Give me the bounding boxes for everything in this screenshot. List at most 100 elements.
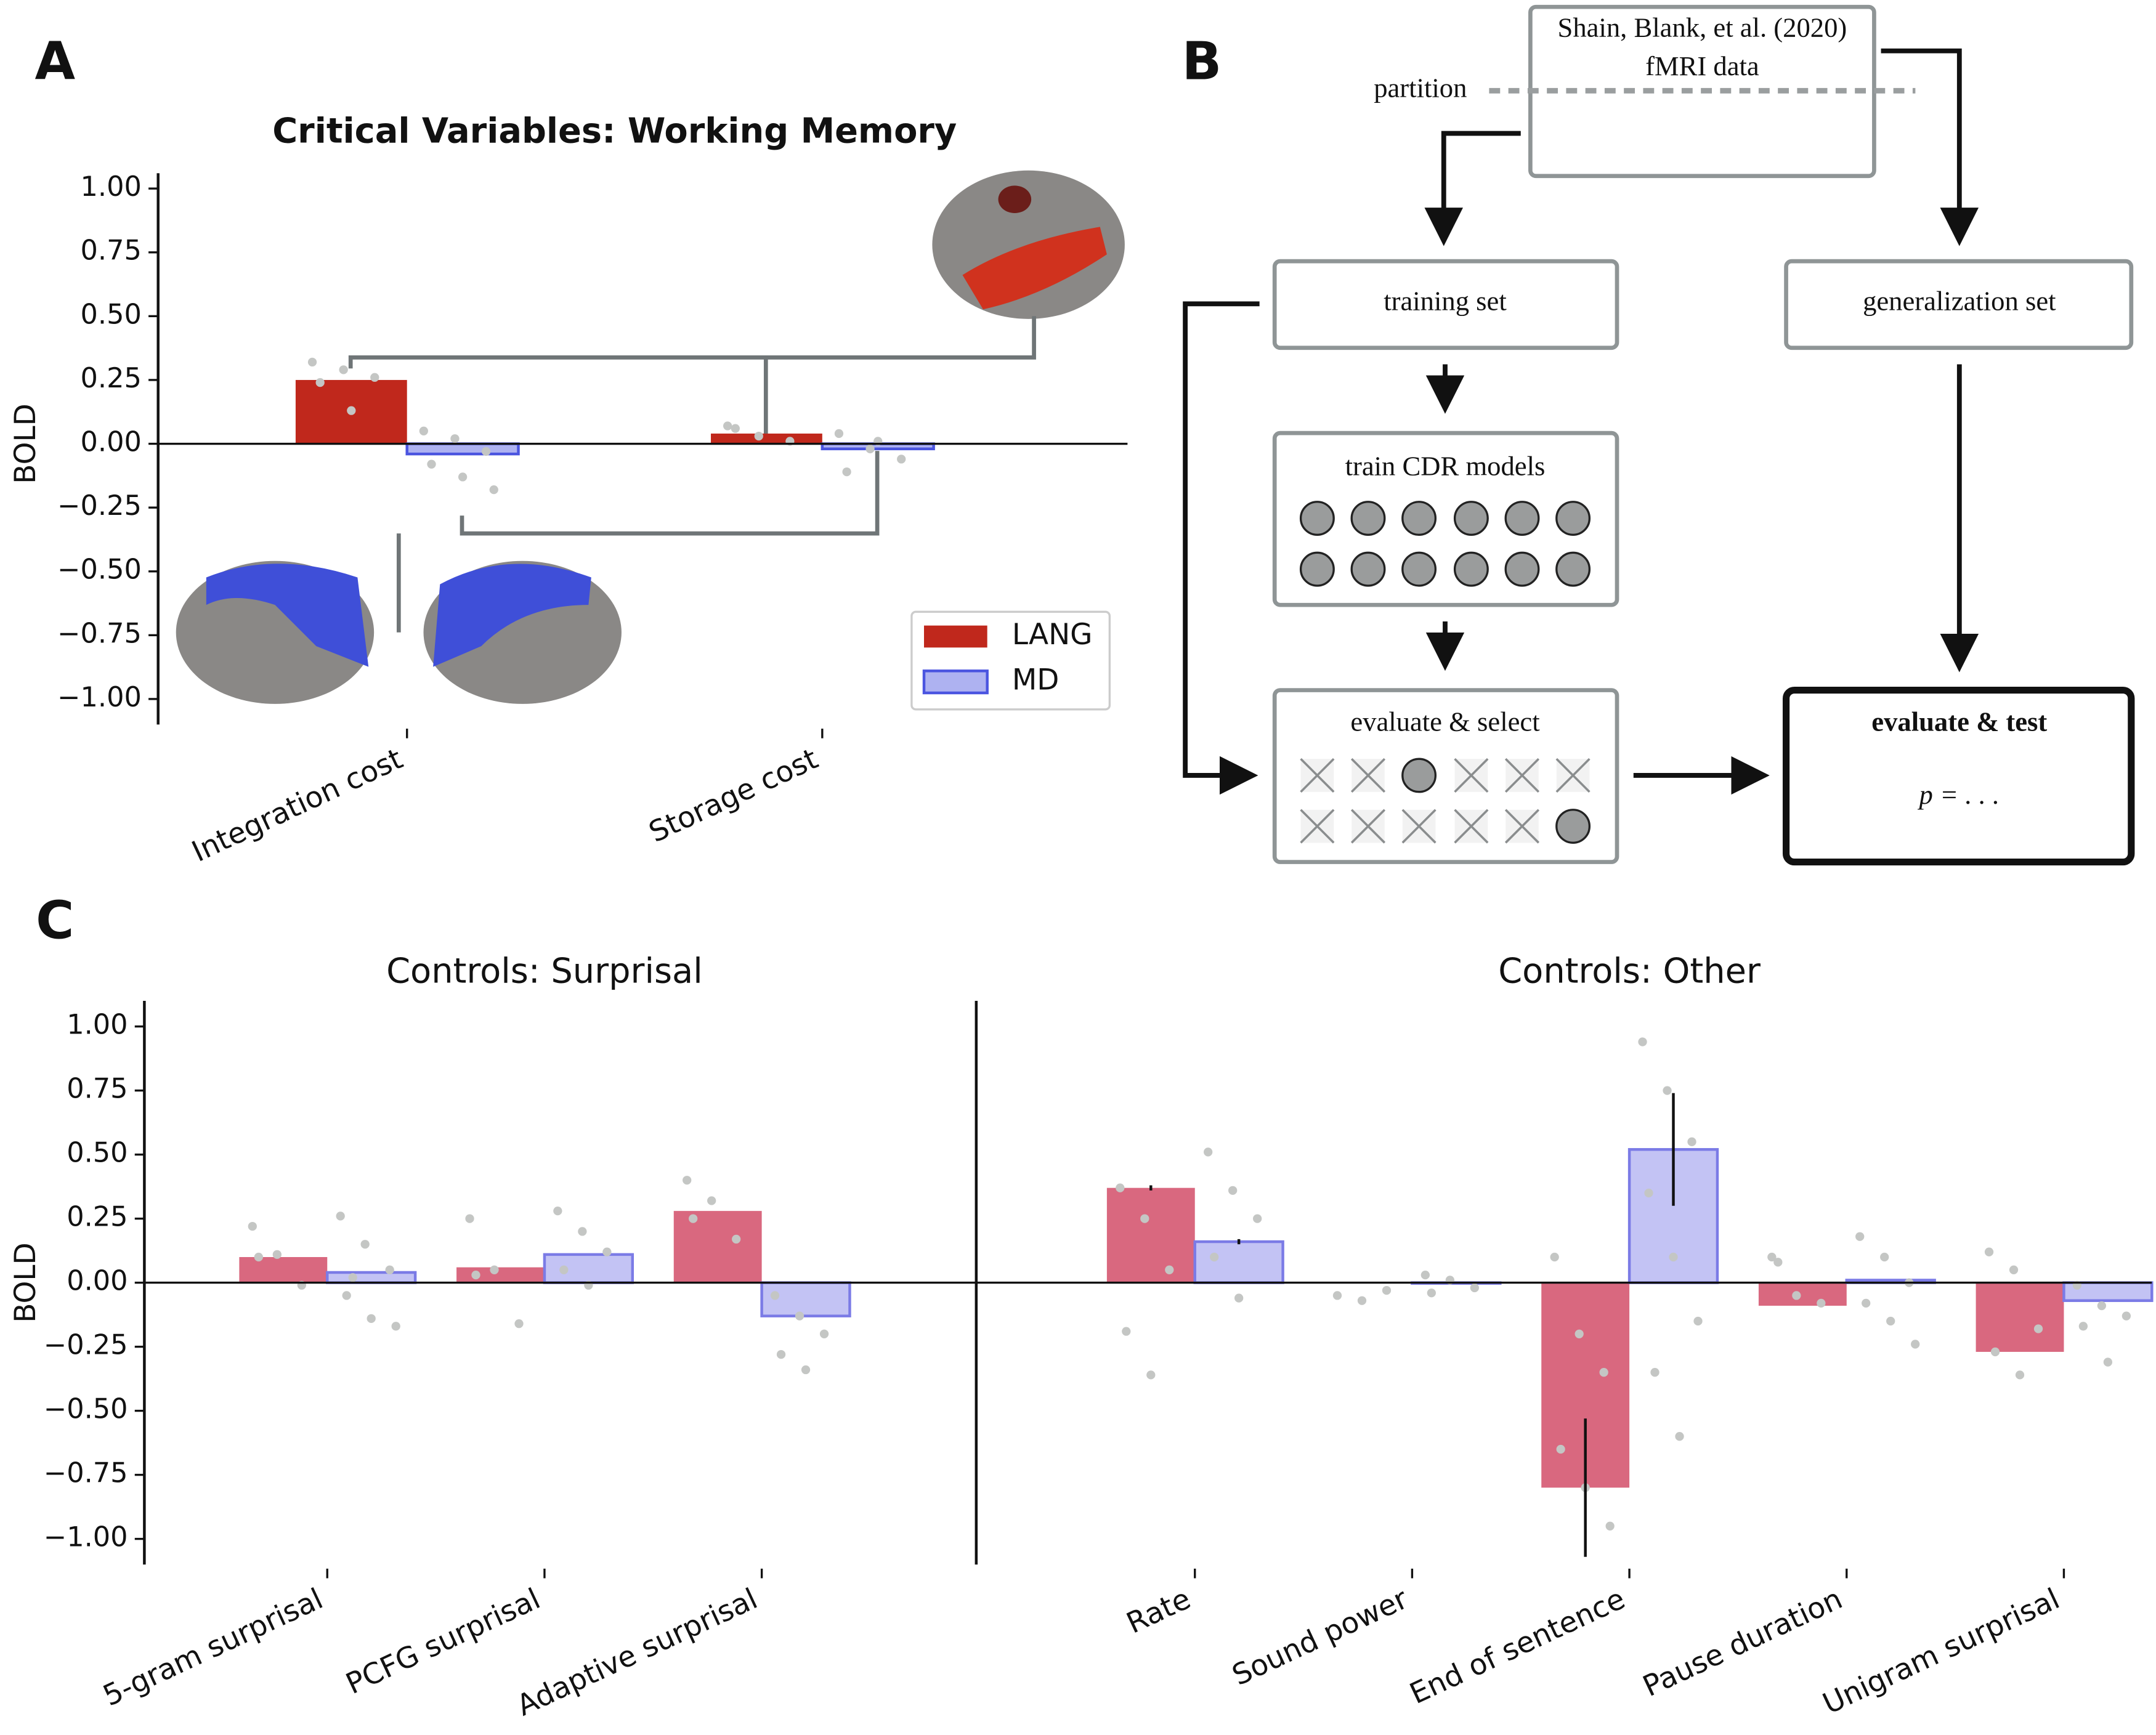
subject-point	[1165, 1265, 1174, 1274]
subject-point	[578, 1227, 587, 1236]
training-label: training set	[1384, 286, 1507, 317]
subject-point	[683, 1176, 692, 1185]
subject-point	[458, 472, 468, 482]
legend-swatch	[924, 625, 987, 648]
x-tick-label: Rate	[1122, 1582, 1196, 1640]
subject-point	[770, 1291, 780, 1300]
rejected-mark	[1300, 809, 1335, 844]
p-label: p = . . .	[1918, 779, 2000, 810]
test-label: evaluate & test	[1871, 706, 2047, 737]
subject-point	[1693, 1316, 1703, 1326]
legend-swatch	[922, 669, 989, 695]
subject-point	[336, 1211, 345, 1221]
model-node	[1555, 501, 1591, 536]
subject-point	[514, 1319, 524, 1329]
subject-point	[2078, 1322, 2088, 1331]
bar	[239, 1257, 328, 1283]
bar	[456, 1267, 545, 1283]
y-axis-label: BOLD	[9, 403, 43, 483]
subject-point	[348, 1273, 357, 1282]
subject-point	[1140, 1214, 1149, 1223]
subject-point	[1990, 1347, 2000, 1357]
x-tick-label: Storage cost	[644, 742, 823, 850]
model-node	[1555, 809, 1591, 844]
subject-point	[339, 365, 348, 374]
subject-point	[834, 429, 844, 439]
arrow	[1183, 301, 1260, 795]
subject-point	[450, 434, 460, 443]
subject-point	[1599, 1368, 1608, 1377]
rejected-mark	[1555, 758, 1591, 793]
rejected-mark	[1350, 809, 1386, 844]
diagram: Shain, Blank, et al. (2020) fMRI data pa…	[1183, 4, 2135, 866]
subject-point	[2103, 1357, 2113, 1367]
y-tick-label: 1.00	[81, 171, 142, 203]
subject-point	[559, 1265, 569, 1274]
y-tick-label: −1.00	[57, 681, 142, 713]
subject-point	[1675, 1432, 1684, 1441]
model-node	[1350, 551, 1386, 587]
subject-point	[819, 1329, 829, 1338]
x-tick-label: Adaptive surprisal	[512, 1582, 763, 1723]
subject-point	[385, 1265, 394, 1274]
subject-point	[391, 1322, 400, 1331]
panel-label: A	[34, 31, 75, 92]
subject-point	[370, 373, 379, 382]
y-tick-label: −0.50	[57, 554, 142, 586]
training-box	[1272, 259, 1619, 350]
rejected-mark	[1504, 809, 1540, 844]
y-tick-label: 0.50	[67, 1137, 128, 1169]
subject-point	[1911, 1340, 1920, 1349]
bar	[543, 1253, 634, 1284]
subject-point	[1146, 1370, 1156, 1380]
y-tick-label: 0.25	[81, 362, 142, 394]
subject-point	[272, 1250, 282, 1259]
model-node	[1401, 501, 1437, 536]
panel-label: C	[36, 890, 74, 951]
subject-point	[342, 1291, 351, 1300]
y-tick-label: −0.25	[57, 490, 142, 522]
arrow	[1881, 48, 1979, 246]
bar	[405, 442, 520, 456]
subject-point	[315, 378, 325, 387]
subject-point	[1984, 1247, 1994, 1256]
y-tick-label: 0.75	[81, 235, 142, 267]
subject-point	[731, 424, 740, 433]
subject-point	[347, 406, 356, 415]
test-box	[1782, 686, 2135, 866]
subject-point	[1574, 1329, 1584, 1338]
model-node	[1350, 501, 1386, 536]
subject-point	[1669, 1252, 1678, 1262]
chart-title: Controls: Other	[1498, 952, 1761, 992]
legend-label: LANG	[1012, 618, 1093, 652]
brain-md	[176, 560, 622, 704]
x-tick-label: Sound power	[1227, 1582, 1413, 1693]
subject-point	[2122, 1311, 2131, 1320]
subject-point	[1332, 1291, 1342, 1300]
model-node	[1453, 551, 1489, 587]
arrow	[1424, 131, 1521, 246]
model-node	[1504, 501, 1540, 536]
subject-point	[723, 421, 732, 431]
subject-point	[1886, 1316, 1895, 1326]
subject-point	[2015, 1370, 2025, 1380]
subject-point	[1663, 1086, 1672, 1095]
x-tick-label: PCFG surprisal	[341, 1582, 545, 1701]
model-node	[1401, 758, 1437, 793]
subject-point	[1420, 1270, 1430, 1280]
subject-point	[1550, 1252, 1559, 1262]
subject-point	[367, 1314, 376, 1323]
subject-point	[1253, 1214, 1262, 1223]
model-node	[1555, 551, 1591, 587]
x-tick-label: End of sentence	[1404, 1582, 1630, 1711]
bar	[1976, 1282, 2064, 1352]
model-node	[1504, 551, 1540, 587]
subject-point	[754, 431, 763, 441]
subject-point	[1644, 1188, 1653, 1198]
subject-point	[1855, 1232, 1865, 1241]
x-tick-label: Pause duration	[1638, 1582, 1847, 1704]
subject-point	[1638, 1037, 1647, 1046]
subject-point	[1210, 1252, 1219, 1262]
subject-point	[1687, 1137, 1696, 1146]
subject-point	[1204, 1147, 1213, 1157]
